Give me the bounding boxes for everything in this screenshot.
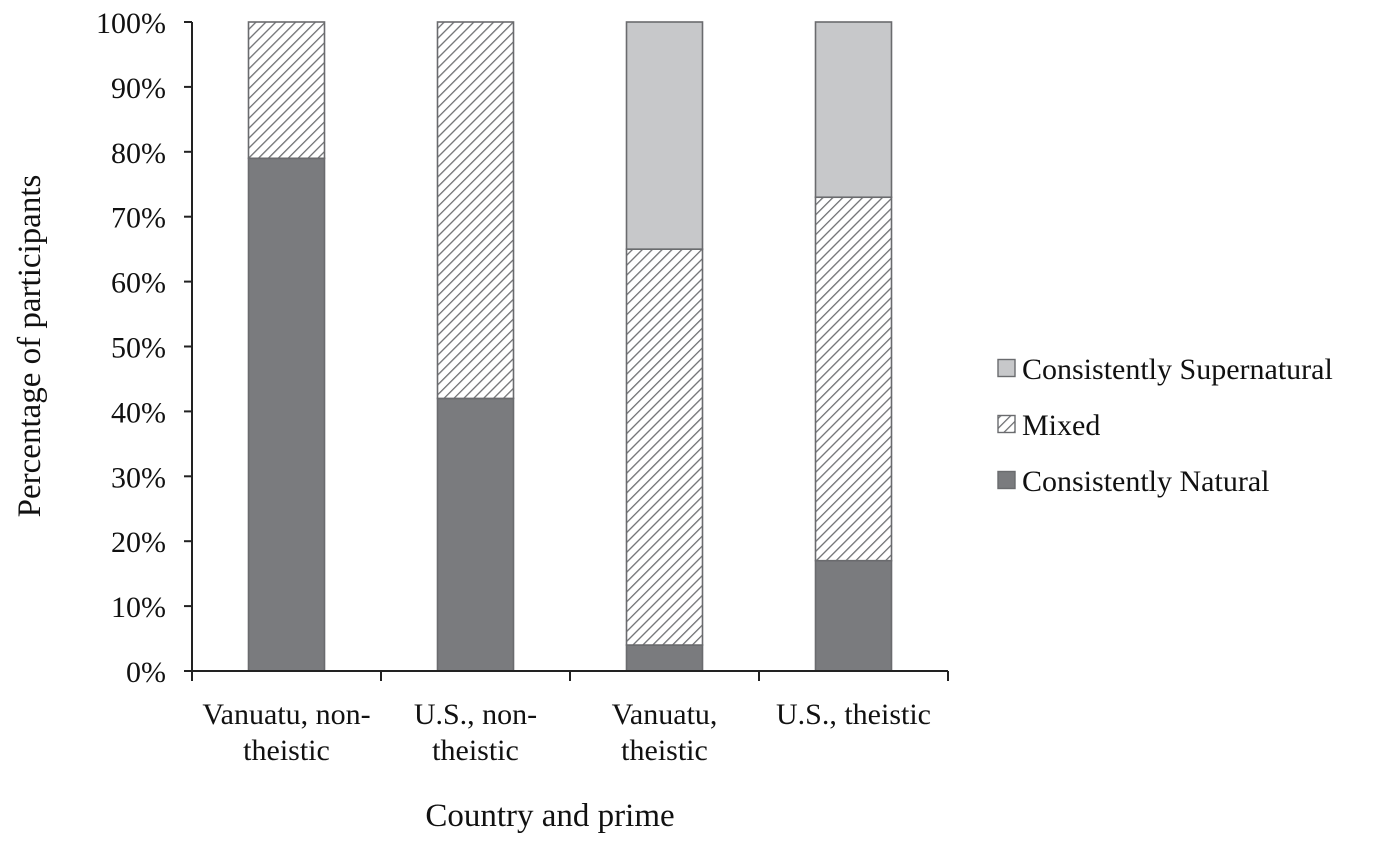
legend-item-consistently-supernatural: Consistently Supernatural (997, 353, 1333, 386)
legend-label: Mixed (1022, 409, 1100, 442)
y-axis-title: Percentage of participants (12, 175, 48, 518)
bar-mixed (625, 248, 704, 646)
x-tick-label: U.S., theistic (776, 698, 931, 731)
bar-consistently-supernatural (625, 21, 704, 250)
x-tick-label: Vanuatu, theistic (612, 698, 718, 767)
y-tick-label: 90% (111, 72, 166, 105)
y-tick-label: 20% (111, 526, 166, 559)
bar-consistently-supernatural (814, 21, 893, 199)
bar-consistently-natural (814, 559, 893, 672)
bars-layer (247, 21, 893, 672)
bar-consistently-natural (436, 397, 515, 672)
legend-label: Consistently Supernatural (1022, 353, 1333, 386)
legend: Consistently Supernatural Mixed Consistent… (997, 353, 1333, 498)
labels-layer: 0% 10% 20% 30% 40% 50% 60% 70% 80% 90% 100% Vanuatu… (96, 7, 931, 767)
axes-layer (184, 21, 949, 681)
legend-swatch (997, 470, 1016, 490)
legend-item-mixed: Mixed (997, 409, 1100, 442)
x-axis-title: Country and prime (425, 798, 674, 834)
legend-label: Consistently Natural (1022, 465, 1269, 498)
y-tick-label: 60% (111, 267, 166, 300)
y-tick-label: 40% (111, 396, 166, 429)
x-tick-label: Vanuatu, non-theistic (202, 698, 370, 767)
y-tick-label: 30% (111, 461, 166, 494)
x-tick-label: U.S., non-theistic (414, 698, 537, 767)
legend-swatch (997, 358, 1016, 378)
y-tick-label: 100% (96, 7, 166, 40)
bar-consistently-natural (625, 644, 704, 672)
y-tick-label: 10% (111, 591, 166, 624)
y-tick-label: 80% (111, 137, 166, 170)
legend-swatch (997, 414, 1016, 434)
bar-mixed (436, 21, 515, 400)
bar-mixed (247, 21, 326, 160)
bar-consistently-natural (247, 157, 326, 672)
y-tick-label: 70% (111, 202, 166, 235)
legend-item-consistently-natural: Consistently Natural (997, 465, 1269, 498)
y-tick-label: 50% (111, 332, 166, 365)
bar-mixed (814, 196, 893, 562)
y-tick-label: 0% (126, 656, 166, 689)
